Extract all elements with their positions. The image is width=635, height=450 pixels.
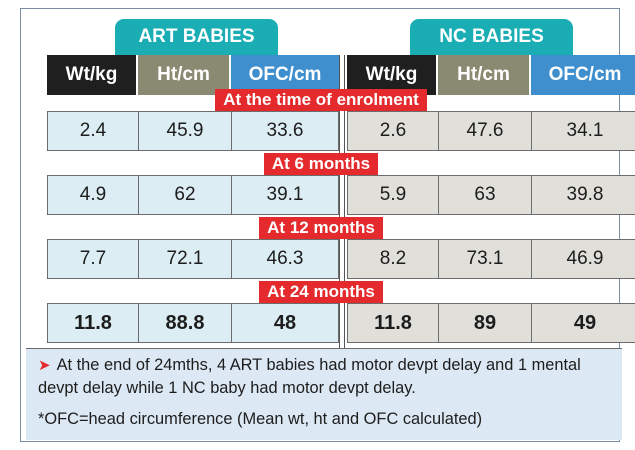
table-cell: 33.6 — [231, 111, 339, 151]
table-cell: 46.9 — [531, 239, 635, 279]
table-cell: 88.8 — [138, 303, 231, 343]
art-wt-header: Wt/kg — [47, 55, 138, 95]
note-text-1: At the end of 24mths, 4 ART babies had m… — [38, 356, 581, 397]
nc-row-24-months: 11.8 89 49 — [347, 303, 635, 343]
art-row-enrolment: 2.4 45.9 33.6 — [47, 111, 339, 151]
table-cell: 39.8 — [531, 175, 635, 215]
table-cell: 2.6 — [347, 111, 438, 151]
table-cell: 72.1 — [138, 239, 231, 279]
nc-row-6-months: 5.9 63 39.8 — [347, 175, 635, 215]
period-label: At 12 months — [259, 217, 383, 239]
period-band-24-months: At 24 months — [21, 281, 621, 303]
nc-header-row: Wt/kg Ht/cm OFC/cm — [347, 55, 635, 95]
table-cell: 11.8 — [47, 303, 138, 343]
table-cell: 48 — [231, 303, 339, 343]
table-cell: 4.9 — [47, 175, 138, 215]
nc-row-enrolment: 2.6 47.6 34.1 — [347, 111, 635, 151]
art-row-6-months: 4.9 62 39.1 — [47, 175, 339, 215]
art-row-12-months: 7.7 72.1 46.3 — [47, 239, 339, 279]
period-band-12-months: At 12 months — [21, 217, 621, 239]
arrowhead-icon: ➤ — [38, 357, 51, 374]
period-label: At the time of enrolment — [215, 89, 427, 111]
period-label: At 6 months — [263, 153, 379, 175]
table-cell: 49 — [531, 303, 635, 343]
period-label: At 24 months — [259, 281, 383, 303]
art-ht-header: Ht/cm — [138, 55, 231, 95]
table-cell: 73.1 — [438, 239, 531, 279]
table-cell: 46.3 — [231, 239, 339, 279]
table-cell: 11.8 — [347, 303, 438, 343]
period-band-enrolment: At the time of enrolment — [21, 89, 621, 111]
column-divider — [339, 55, 345, 349]
art-ofc-header: OFC/cm — [231, 55, 339, 95]
nc-row-12-months: 8.2 73.1 46.9 — [347, 239, 635, 279]
table-cell: 5.9 — [347, 175, 438, 215]
table-cell: 7.7 — [47, 239, 138, 279]
table-cell: 45.9 — [138, 111, 231, 151]
nc-wt-header: Wt/kg — [347, 55, 438, 95]
table-cell: 39.1 — [231, 175, 339, 215]
nc-ofc-header: OFC/cm — [531, 55, 635, 95]
table-cell: 62 — [138, 175, 231, 215]
table-cell: 47.6 — [438, 111, 531, 151]
art-header-row: Wt/kg Ht/cm OFC/cm — [47, 55, 339, 95]
notes-box: ➤ At the end of 24mths, 4 ART babies had … — [26, 348, 622, 440]
art-row-24-months: 11.8 88.8 48 — [47, 303, 339, 343]
note-line-2: *OFC=head circumference (Mean wt, ht and… — [38, 410, 483, 428]
table-cell: 89 — [438, 303, 531, 343]
table-cell: 63 — [438, 175, 531, 215]
nc-babies-tag: NC BABIES — [410, 19, 573, 55]
table-cell: 2.4 — [47, 111, 138, 151]
nc-ht-header: Ht/cm — [438, 55, 531, 95]
period-band-6-months: At 6 months — [21, 153, 621, 175]
table-cell: 34.1 — [531, 111, 635, 151]
art-babies-tag: ART BABIES — [115, 19, 278, 55]
table-cell: 8.2 — [347, 239, 438, 279]
infographic-table: ART BABIES NC BABIES Wt/kg Ht/cm OFC/cm … — [20, 8, 635, 442]
note-line-1: ➤ At the end of 24mths, 4 ART babies had … — [38, 354, 612, 400]
